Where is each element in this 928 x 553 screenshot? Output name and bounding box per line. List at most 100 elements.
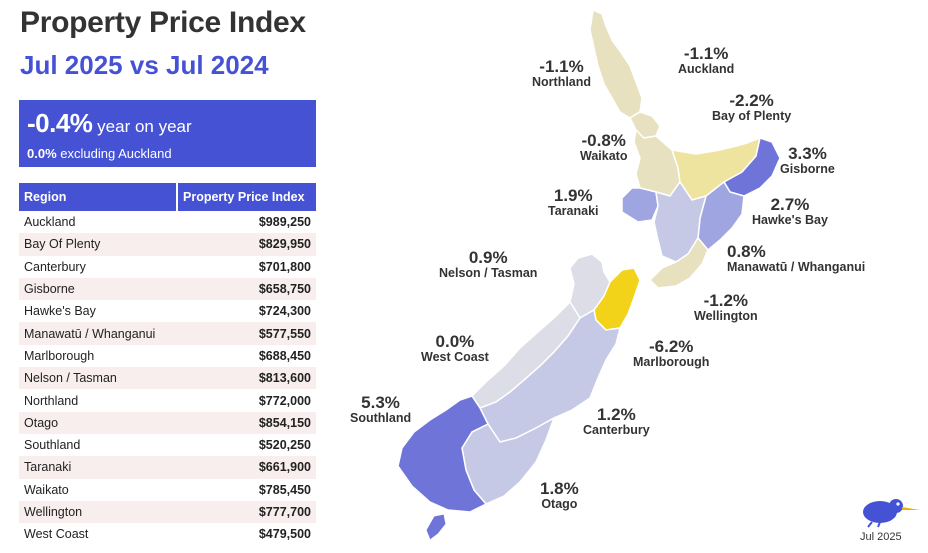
table-row[interactable]: Auckland $989,250 (19, 211, 316, 233)
table-header-row: Region Property Price Index (19, 183, 316, 211)
region-cell: Wellington (19, 500, 177, 524)
column-header-index[interactable]: Property Price Index (176, 183, 316, 211)
table-row[interactable]: Southland $520,250 (19, 434, 316, 456)
table-row[interactable]: Marlborough $688,450 (19, 345, 316, 367)
label-otago: 1.8% Otago (540, 480, 579, 511)
label-region: Hawke's Bay (752, 212, 828, 227)
label-region: Southland (350, 410, 412, 425)
label-pct: 1.8% (540, 479, 579, 498)
label-nelson-tasman: 0.9% Nelson / Tasman (439, 249, 537, 280)
label-pct: -6.2% (648, 337, 694, 356)
kpi-value: -0.4% (27, 108, 93, 138)
kpi-card: -0.4% year on year 0.0% excluding Auckla… (19, 100, 316, 167)
table-row[interactable]: Northland $772,000 (19, 389, 316, 411)
label-region: Marlborough (633, 354, 710, 369)
label-region: Taranaki (548, 203, 599, 218)
price-cell: $989,250 (258, 215, 311, 230)
region-cell: Bay Of Plenty (19, 233, 177, 256)
label-waikato: -0.8% Waikato (580, 132, 627, 163)
price-cell: $577,550 (177, 322, 316, 345)
label-region: Waikato (580, 148, 628, 163)
region-northland[interactable] (589, 8, 643, 119)
region-cell: Auckland (24, 215, 76, 230)
region-wellington[interactable] (648, 236, 709, 289)
price-cell: $658,750 (177, 277, 316, 301)
region-cell: Hawke's Bay (24, 304, 96, 319)
price-cell: $724,300 (258, 304, 311, 319)
kpi-main: -0.4% year on year (27, 108, 192, 139)
label-northland: -1.1% Northland (532, 58, 591, 89)
label-region: West Coast (421, 349, 489, 364)
table-body: Auckland $989,250 Bay Of Plenty $829,950 Can… (19, 211, 316, 545)
label-region: Auckland (678, 61, 735, 76)
label-region: Northland (532, 74, 592, 89)
label-region: Canterbury (583, 422, 650, 437)
kpi-sub-value: 0.0% (27, 146, 57, 161)
table-row[interactable]: Waikato $785,450 (19, 479, 316, 501)
price-cell: $854,150 (177, 411, 316, 434)
label-region: Manawatū / Whanganui (727, 259, 866, 274)
region-marlborough[interactable] (593, 267, 641, 331)
table-row[interactable]: Hawke's Bay $724,300 (19, 300, 316, 322)
date-label: Jul 2025 (860, 531, 902, 543)
region-cell: Marlborough (24, 348, 95, 363)
kiwi-bird-icon (863, 499, 920, 528)
label-pct: 1.9% (553, 186, 593, 205)
table-row[interactable]: Wellington $777,700 (19, 500, 316, 524)
label-wellington: -1.2% Wellington (694, 292, 758, 323)
table-row[interactable]: Taranaki $661,900 (19, 456, 316, 479)
region-cell: Taranaki (19, 456, 177, 479)
region-cell: Waikato (24, 482, 69, 497)
region-auckland[interactable] (629, 111, 661, 139)
page-title: Property Price Index (20, 6, 306, 39)
label-southland: 5.3% Southland (350, 394, 411, 425)
label-manawatu: 0.8% Manawatū / Whanganui (727, 243, 865, 274)
price-cell: $688,450 (258, 348, 311, 363)
column-header-region[interactable]: Region (19, 183, 177, 211)
region-cell: Manawatū / Whanganui (19, 322, 177, 345)
label-region: Bay of Plenty (712, 108, 792, 123)
label-pct: 0.8% (727, 242, 766, 261)
label-auckland: -1.1% Auckland (678, 45, 734, 76)
price-cell: $701,800 (258, 259, 311, 274)
region-southland[interactable] (397, 395, 490, 513)
label-pct: 1.2% (596, 405, 636, 424)
price-table: Region Property Price Index Auckland $989… (19, 183, 316, 545)
label-pct: -2.2% (729, 91, 774, 110)
price-cell: $520,250 (258, 438, 311, 453)
label-taranaki: 1.9% Taranaki (548, 187, 599, 218)
label-pct: 3.3% (788, 144, 827, 163)
label-pct: -0.8% (581, 131, 626, 150)
label-pct: 2.7% (770, 195, 810, 214)
price-cell: $813,600 (177, 367, 316, 390)
label-marlborough: -6.2% Marlborough (633, 338, 709, 369)
kpi-sub: 0.0% excluding Auckland (27, 146, 172, 161)
label-pct: 5.3% (361, 393, 400, 412)
region-cell: Nelson / Tasman (19, 367, 177, 390)
table-row[interactable]: Manawatū / Whanganui $577,550 (19, 322, 316, 345)
region-cell: Northland (24, 393, 79, 408)
table-row[interactable]: Otago $854,150 (19, 411, 316, 434)
price-cell: $785,450 (258, 482, 311, 497)
table-row[interactable]: Canterbury $701,800 (19, 256, 316, 278)
nz-region-map (397, 8, 781, 541)
page-subtitle: Jul 2025 vs Jul 2024 (20, 50, 269, 80)
region-cell: Gisborne (19, 277, 177, 301)
table-row[interactable]: West Coast $479,500 (19, 523, 316, 545)
price-cell: $661,900 (177, 456, 316, 479)
label-pct: -1.2% (703, 291, 749, 310)
region-taranaki[interactable] (621, 187, 659, 223)
table-row[interactable]: Nelson / Tasman $813,600 (19, 367, 316, 390)
region-cell: Otago (19, 411, 177, 434)
region-waikato[interactable] (633, 128, 681, 197)
region-cell: Canterbury (24, 259, 86, 274)
price-cell: $772,000 (258, 393, 311, 408)
table-row[interactable]: Gisborne $658,750 (19, 277, 316, 301)
label-canterbury: 1.2% Canterbury (583, 406, 650, 437)
kpi-value-suffix: year on year (97, 117, 192, 136)
label-pct: -1.1% (683, 44, 729, 63)
label-pct: 0.9% (468, 248, 508, 267)
table-row[interactable]: Bay Of Plenty $829,950 (19, 233, 316, 256)
label-gisborne: 3.3% Gisborne (780, 145, 835, 176)
kpi-sub-text: excluding Auckland (60, 146, 172, 161)
